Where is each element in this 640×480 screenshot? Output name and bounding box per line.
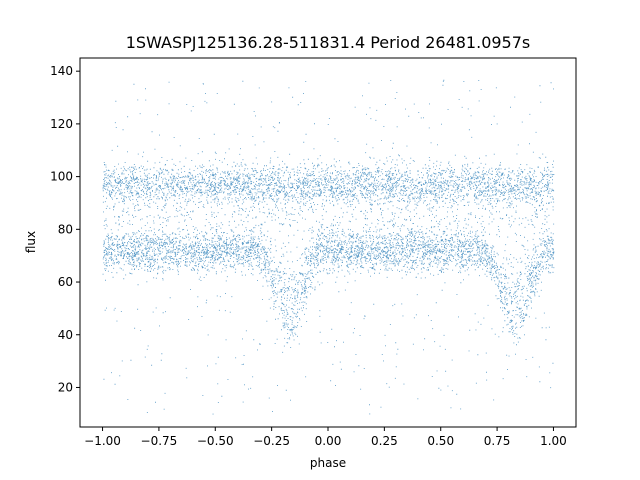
y-tick-label: 20 (58, 380, 73, 394)
x-tick-label: −1.00 (84, 434, 121, 448)
x-tick-label: 0.50 (427, 434, 454, 448)
y-tick-label: 140 (50, 64, 73, 78)
x-tick-label: 0.25 (371, 434, 398, 448)
y-tick-label: 60 (58, 275, 73, 289)
y-axis-label: flux (24, 231, 38, 253)
x-tick-label: 0.00 (315, 434, 342, 448)
y-tick-label: 120 (50, 117, 73, 131)
x-tick-label: −0.25 (253, 434, 290, 448)
x-tick-label: 1.00 (540, 434, 567, 448)
x-tick-label: −0.75 (141, 434, 178, 448)
y-axis-ticks: 20 40 60 80 100 120 140 (50, 64, 80, 394)
x-axis-label: phase (310, 456, 346, 470)
y-tick-label: 80 (58, 222, 73, 236)
x-tick-label: 0.75 (484, 434, 511, 448)
y-tick-label: 40 (58, 328, 73, 342)
x-tick-label: −0.50 (197, 434, 234, 448)
scatter-points (102, 79, 555, 415)
chart-title: 1SWASPJ125136.28-511831.4 Period 26481.0… (126, 33, 531, 52)
y-tick-label: 100 (50, 170, 73, 184)
data-points (102, 79, 555, 415)
x-axis-ticks: −1.00 −0.75 −0.50 −0.25 0.00 0.25 0.50 0.75 1.00 (84, 427, 567, 448)
